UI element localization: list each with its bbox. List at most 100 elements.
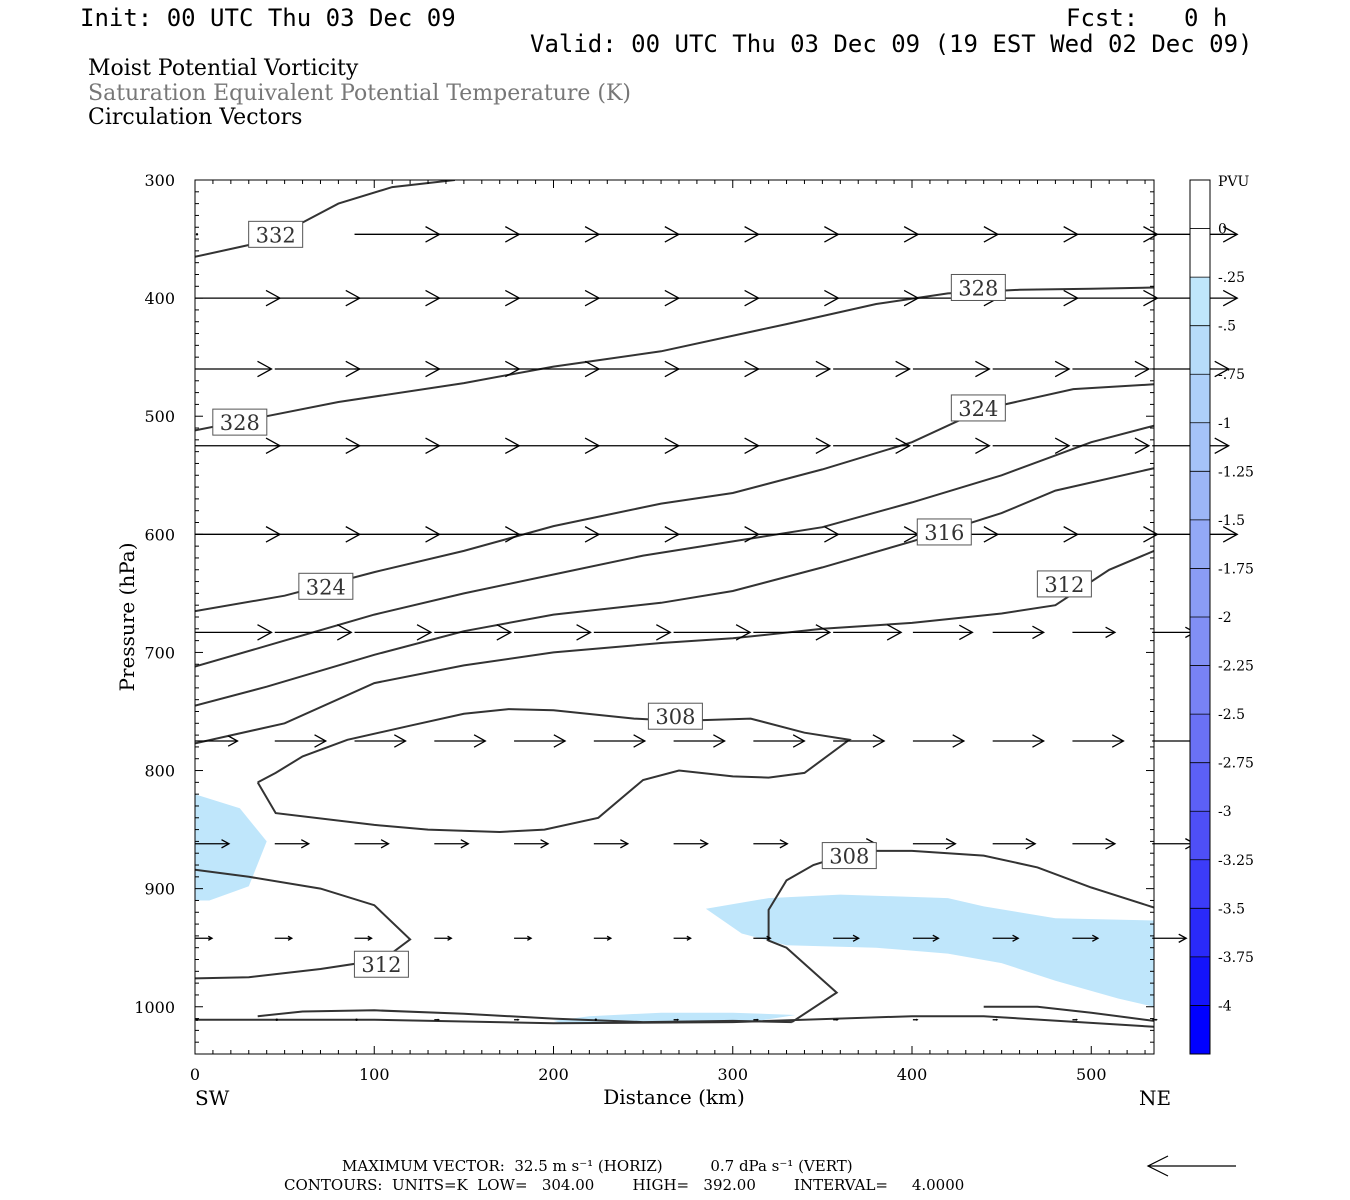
vector-head [975, 360, 991, 378]
circulation-vector [434, 1018, 440, 1021]
colorbar-swatch [1190, 617, 1210, 666]
y-tick-label: 800 [144, 762, 175, 781]
colorbar-label: -3.75 [1218, 950, 1254, 966]
circulation-vector [354, 226, 441, 243]
circulation-vector [355, 1018, 358, 1021]
y-tick-label: 900 [144, 880, 175, 899]
vector-head [872, 734, 886, 748]
x-tick-label: 100 [359, 1065, 390, 1084]
circulation-vector [274, 935, 294, 941]
contour-label-box [248, 220, 304, 248]
colorbar-swatch [1190, 714, 1210, 763]
circulation-vector [514, 289, 601, 307]
contour-label-box [647, 702, 703, 730]
circulation-vector [833, 437, 911, 455]
circulation-vector [753, 360, 832, 378]
circulation-vector [1072, 934, 1100, 942]
circulation-vector [195, 735, 239, 747]
colorbar-title: PVU [1218, 174, 1250, 190]
vector-head [792, 734, 806, 748]
vector-head [915, 1018, 919, 1021]
vector-head [735, 624, 752, 641]
contour-label-text: 324 [306, 575, 346, 599]
y-tick-label: 1000 [134, 998, 175, 1017]
circulation-vector [1152, 838, 1197, 850]
circulation-vector [1072, 626, 1117, 639]
circulation-vector [992, 1018, 999, 1021]
vector-head [1025, 838, 1037, 850]
title-mpv: Moist Potential Vorticity [88, 56, 359, 81]
vector-head [1105, 626, 1117, 639]
circulation-vector [593, 437, 681, 455]
circulation-vector [912, 360, 991, 378]
vector-head [945, 838, 957, 850]
circulation-vector [274, 839, 311, 849]
colorbar-swatch [1190, 422, 1210, 472]
circulation-vector [434, 935, 453, 941]
vector-head [257, 624, 273, 641]
circulation-vector [593, 526, 681, 543]
vector-head [553, 734, 567, 748]
circulation-vector [514, 839, 550, 849]
contour-label-text: 312 [1044, 573, 1084, 597]
contour-label-text: 328 [958, 276, 998, 300]
vector-head [1054, 360, 1071, 378]
colorbar-swatch [1190, 665, 1210, 715]
circulation-vector [673, 289, 760, 307]
colorbar-swatch [1190, 956, 1210, 1006]
contour-label: 312 [353, 950, 409, 978]
circulation-vector [1072, 289, 1159, 307]
colorbar-label: -1 [1218, 416, 1232, 432]
circulation-vector [1072, 437, 1151, 455]
forecast-hour-value: 0 h [1184, 4, 1228, 32]
colorbar-swatch [1190, 1005, 1210, 1054]
contour-label: 328 [950, 273, 1006, 301]
circulation-vector [354, 437, 441, 455]
circulation-vector [1072, 226, 1159, 243]
circulation-vector [833, 1018, 839, 1021]
x-end-label-ne: NE [1139, 1086, 1171, 1110]
circulation-vector [434, 839, 470, 849]
vector-head [886, 624, 903, 641]
circulation-vector [354, 734, 407, 748]
circulation-vector [434, 624, 513, 641]
footer-max-vector: MAXIMUM VECTOR: 32.5 m s⁻¹ (HORIZ) 0.7 d… [342, 1157, 853, 1175]
theta-e-contour [256, 708, 852, 834]
x-tick-label: 200 [538, 1065, 569, 1084]
vector-head [300, 839, 311, 849]
colorbar-label: -2 [1218, 610, 1232, 626]
vector-head [447, 935, 453, 941]
vector-head [686, 935, 692, 941]
vector-head [620, 839, 630, 849]
vector-head [895, 437, 911, 455]
circulation-vector [593, 226, 681, 243]
contour-label: 308 [647, 702, 703, 730]
vector-head [1178, 933, 1188, 943]
circulation-vector [912, 437, 991, 455]
colorbar-label: -.25 [1218, 270, 1245, 286]
circulation-vector [514, 734, 567, 748]
circulation-vector [912, 624, 974, 641]
colorbar-label: -1.75 [1218, 561, 1254, 577]
y-tick-label: 600 [144, 525, 175, 544]
circulation-vector [514, 526, 601, 543]
colorbar-swatch [1190, 811, 1210, 860]
circulation-vector [274, 624, 353, 641]
circulation-vector [1152, 626, 1197, 639]
contour-label-box [212, 408, 268, 436]
colorbar-label: -3 [1218, 804, 1232, 820]
colorbar-swatch [1190, 325, 1210, 375]
circulation-vector [753, 734, 806, 748]
circulation-vector [753, 289, 840, 307]
contour-label-text: 332 [256, 223, 296, 247]
colorbar-swatch [1190, 762, 1210, 812]
colorbar-label: -2.75 [1218, 756, 1254, 772]
colorbar-label: -4 [1218, 998, 1232, 1014]
circulation-vector [434, 437, 521, 455]
circulation-vector [274, 289, 362, 307]
vector-head [959, 624, 974, 641]
circulation-vector [593, 289, 681, 307]
vector-head [207, 935, 214, 941]
circulation-vector [673, 935, 692, 941]
circulation-vector [753, 526, 840, 543]
